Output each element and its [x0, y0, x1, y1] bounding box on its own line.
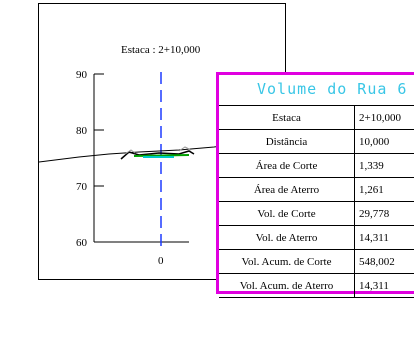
- table-row: Área de Corte 1,339: [219, 153, 414, 178]
- y-tick-label-60: 60: [76, 237, 88, 249]
- row-label: Vol. de Corte: [219, 201, 355, 226]
- row-label: Vol. de Aterro: [219, 225, 355, 250]
- row-value: 548,002: [354, 249, 414, 274]
- table-row: Área de Aterro 1,261: [219, 177, 414, 202]
- row-value: 29,778: [354, 201, 414, 226]
- y-tick-label-80: 80: [76, 125, 88, 137]
- row-value: 14,311: [354, 273, 414, 298]
- x-tick-label-0: 0: [158, 255, 164, 267]
- volume-panel-title: Volume do Rua 6: [257, 80, 408, 98]
- volume-table: Estaca 2+10,000 Distância 10,000 Área de Cor…: [219, 105, 414, 298]
- row-value: 10,000: [354, 129, 414, 154]
- row-label: Distância: [219, 129, 355, 154]
- cross-section-drawing: Estaca : 2+10,000 90 80 70 60 0: [39, 44, 287, 267]
- volume-panel: Volume do Rua 6 Estaca 2+10,000 Distância 1…: [216, 72, 414, 298]
- table-row: Vol. de Corte 29,778: [219, 201, 414, 226]
- road-section-outline: [120, 150, 195, 160]
- row-value: 1,261: [354, 177, 414, 202]
- row-label: Área de Aterro: [219, 177, 355, 202]
- y-tick-label-90: 90: [76, 69, 88, 81]
- row-label: Área de Corte: [219, 153, 355, 178]
- right-slope: [178, 146, 192, 152]
- table-row: Vol. Acum. de Aterro 14,311: [219, 273, 414, 298]
- table-row: Distância 10,000: [219, 129, 414, 154]
- row-label: Vol. Acum. de Aterro: [219, 273, 355, 298]
- row-label: Estaca: [219, 105, 355, 130]
- station-label: Estaca : 2+10,000: [121, 44, 201, 56]
- left-slope: [124, 149, 136, 155]
- row-value: 2+10,000: [354, 105, 414, 130]
- row-label: Vol. Acum. de Corte: [219, 249, 355, 274]
- table-row: Vol. Acum. de Corte 548,002: [219, 249, 414, 274]
- row-value: 1,339: [354, 153, 414, 178]
- table-row: Vol. de Aterro 14,311: [219, 225, 414, 250]
- y-tick-label-70: 70: [76, 181, 88, 193]
- table-row: Estaca 2+10,000: [219, 105, 414, 130]
- row-value: 14,311: [354, 225, 414, 250]
- road-platform: [133, 154, 190, 157]
